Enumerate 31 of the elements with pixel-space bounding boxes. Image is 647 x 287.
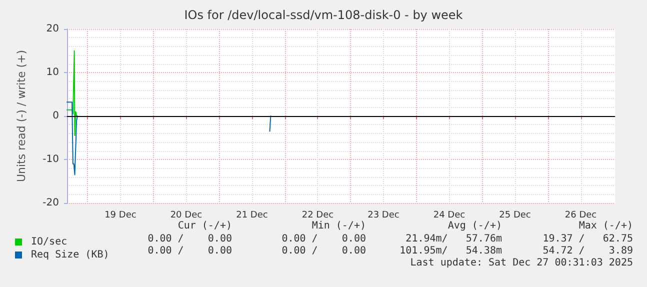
x-tick-label: 21 Dec xyxy=(236,210,268,220)
legend-label: Req Size (KB) xyxy=(31,250,110,260)
x-tick-label: 19 Dec xyxy=(104,210,136,220)
y-tick-label: -20 xyxy=(42,198,59,208)
text: Last update: Sat Dec 27 00:31:03 2025 xyxy=(410,258,633,268)
text: 0.00 / 0.00 xyxy=(282,246,366,256)
text: 21.94m/ 57.76m xyxy=(406,234,502,244)
y-axis-title: Units read (-) / write (+) xyxy=(15,50,28,182)
x-tick-label: 25 Dec xyxy=(499,210,531,220)
chart-title: IOs for /dev/local-ssd/vm-108-disk-0 - by week xyxy=(184,8,463,22)
y-tick-label: 0 xyxy=(52,110,59,122)
text: Max (-/+) xyxy=(578,220,633,232)
text: 54.72 / 3.89 xyxy=(542,246,633,256)
text: 0.00 / 0.00 xyxy=(148,246,232,256)
text: Min (-/+) xyxy=(312,220,366,232)
text: Avg (-/+) xyxy=(448,220,502,232)
text: Cur (-/+) xyxy=(178,220,232,232)
text: 19.37 / 62.75 xyxy=(542,234,633,244)
x-tick-label: 26 Dec xyxy=(564,210,597,220)
y-tick-label: 20 xyxy=(46,24,59,34)
x-tick-label: 23 Dec xyxy=(368,210,400,220)
x-tick-label: 22 Dec xyxy=(302,210,334,220)
text: 101.95m/ 54.38m xyxy=(400,246,502,256)
text: 0.00 / 0.00 xyxy=(148,234,232,244)
line-series xyxy=(66,50,78,136)
y-tick-label: -10 xyxy=(42,154,59,165)
x-tick-label: 20 Dec xyxy=(170,210,202,220)
legend-label: IO/sec xyxy=(31,236,68,248)
text: 0.00 / 0.00 xyxy=(282,234,366,244)
x-tick-label: 24 Dec xyxy=(433,210,466,220)
y-tick-label: 10 xyxy=(46,67,59,78)
